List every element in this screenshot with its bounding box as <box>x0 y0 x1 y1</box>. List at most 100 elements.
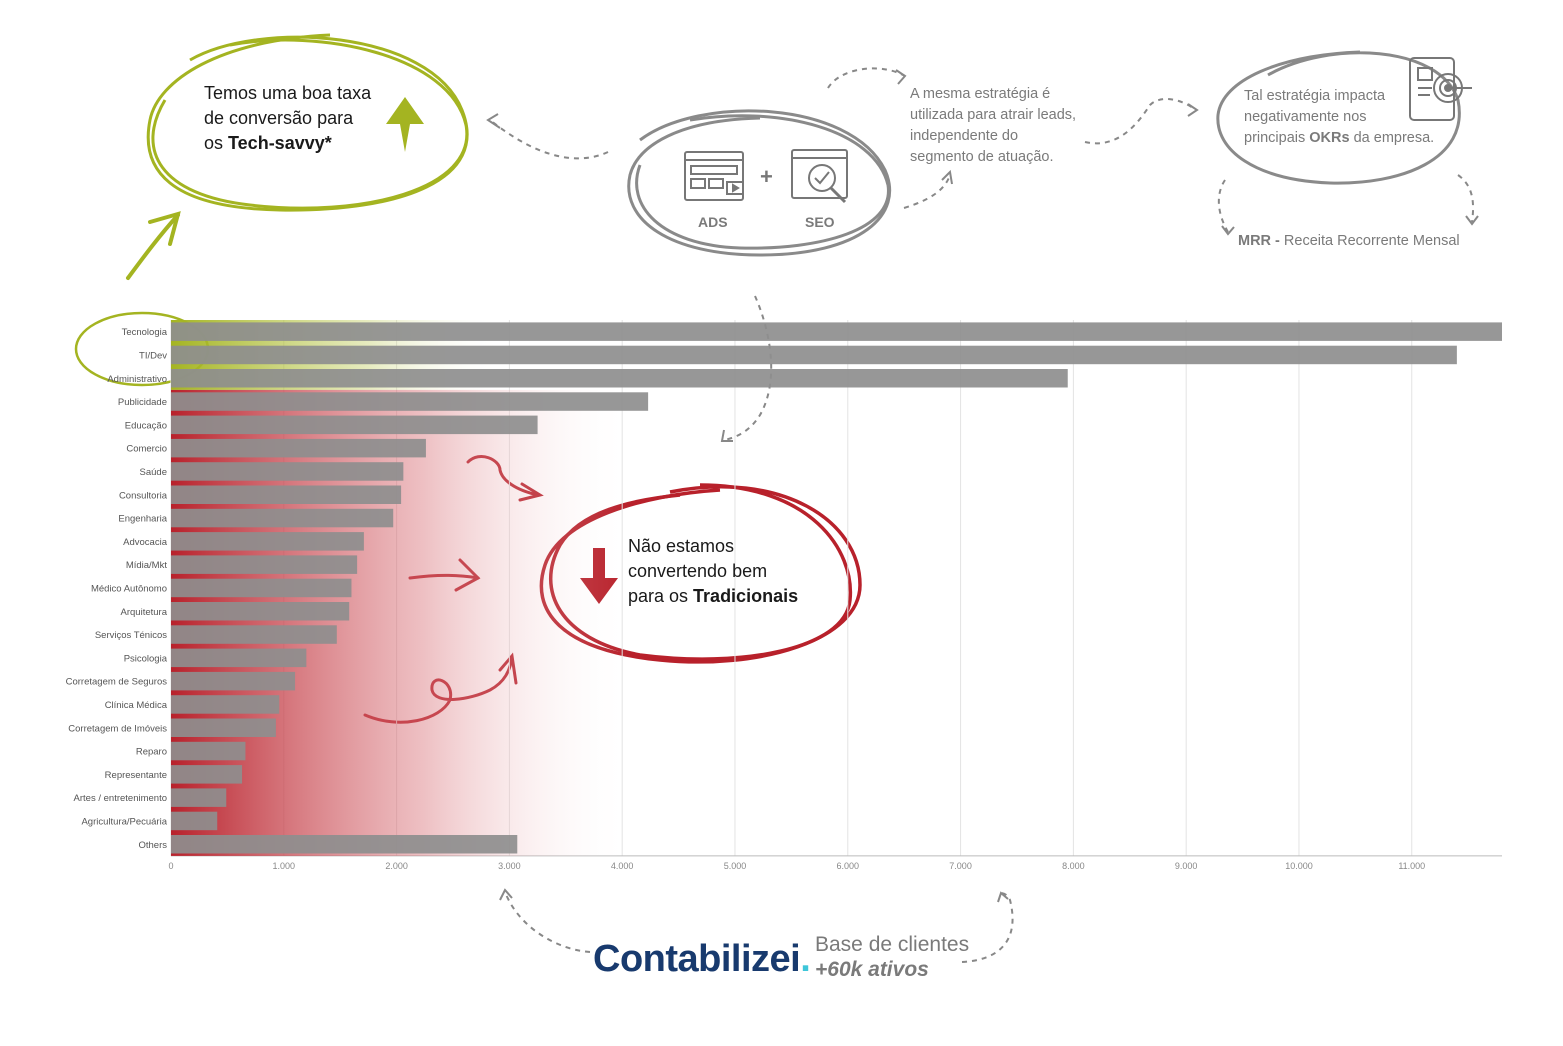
x-tick-label: 6.000 <box>837 861 860 871</box>
x-tick-label: 10.000 <box>1285 861 1313 871</box>
brand-name: Contabilizei <box>593 938 801 980</box>
okr-line2: negativamente nos <box>1244 109 1367 125</box>
strategy-line3: independente do <box>910 128 1019 144</box>
okr-bold: OKRs <box>1309 130 1350 146</box>
bar <box>171 369 1068 388</box>
tech-note-line1: Temos uma boa taxa <box>204 83 372 103</box>
bar <box>171 835 518 854</box>
okr-note: Tal estratégia impacta negativamente nos… <box>1244 86 1464 149</box>
tech-note-line3: os Tech-savvy* <box>204 131 404 156</box>
green-highlight-circle <box>146 33 469 212</box>
bar <box>171 811 218 831</box>
tech-note-line2: de conversão para <box>204 108 354 128</box>
category-label: Engenharia <box>118 514 167 525</box>
bar <box>171 508 394 528</box>
brand-logo: Contabilizei. <box>593 938 811 981</box>
brand-tagline-1: Base de clientes <box>815 933 970 956</box>
bar <box>171 438 426 458</box>
bar <box>171 671 296 691</box>
ads-seo-circle <box>627 109 892 257</box>
mrr-text: Receita Recorrente Mensal <box>1279 233 1460 249</box>
trad-note-line3: para os Tradicionais <box>628 584 828 609</box>
x-tick-label: 2.000 <box>385 861 408 871</box>
category-label: Comercio <box>126 444 167 455</box>
okr-line3: principais OKRs da empresa. <box>1244 128 1464 149</box>
category-label: Saúde <box>140 467 167 478</box>
ads-label: ADS <box>698 214 728 230</box>
category-labels: Tecnologia TI/Dev Administrativo Publicidad… <box>66 327 168 851</box>
x-tick-label: 0 <box>168 861 173 871</box>
seo-label: SEO <box>805 214 835 230</box>
trad-note-line2: convertendo bem <box>628 561 768 581</box>
category-label: Clínica Médica <box>105 700 168 711</box>
bar <box>171 765 243 784</box>
brand-dot: . <box>800 938 811 980</box>
x-tick-label: 11.000 <box>1398 861 1425 871</box>
x-tick-label: 1.000 <box>273 861 296 871</box>
green-pointer-arrow <box>126 211 181 280</box>
red-band <box>171 389 631 856</box>
trad-note-line1: Não estamos <box>628 536 735 556</box>
dashed-arrowheads <box>486 69 1479 903</box>
bar <box>171 345 1457 365</box>
x-tick-labels: 0 1.000 2.000 3.000 4.000 5.000 6.000 7.000 8.00… <box>168 861 1425 871</box>
brand-tagline-2: +60k ativos <box>815 958 929 981</box>
bar <box>171 322 1502 341</box>
bar <box>171 625 337 644</box>
category-label: Agricultura/Pecuária <box>81 816 167 827</box>
trad-note-prefix: para os <box>628 586 694 606</box>
bar <box>171 602 350 621</box>
okr-suffix: da empresa. <box>1349 130 1435 146</box>
mrr-bold: MRR - <box>1238 233 1280 249</box>
bar <box>171 392 649 411</box>
category-label: Serviços Ténicos <box>95 630 167 641</box>
x-tick-label: 5.000 <box>724 861 747 871</box>
category-label: Administrativo <box>107 374 167 385</box>
okr-line1: Tal estratégia impacta <box>1244 88 1386 104</box>
okr-circle <box>1216 50 1461 185</box>
category-label: TI/Dev <box>139 350 167 361</box>
category-label: Publicidade <box>118 397 167 408</box>
tech-note-bold: Tech-savvy* <box>228 133 332 153</box>
category-label: Representante <box>105 770 167 781</box>
tech-savvy-note: Temos uma boa taxa de conversão para os … <box>204 81 404 156</box>
x-tick-label: 8.000 <box>1062 861 1085 871</box>
x-tick-label: 4.000 <box>611 861 634 871</box>
bar <box>171 532 364 551</box>
plus-sign: + <box>760 164 773 189</box>
x-tick-label: 7.000 <box>949 861 972 871</box>
bar <box>171 648 307 668</box>
arrow-up-icon <box>386 97 424 152</box>
category-label: Reparo <box>136 747 167 758</box>
bar <box>171 485 402 504</box>
category-label: Consultoria <box>119 490 168 501</box>
bar <box>171 415 538 435</box>
strategy-line2: utilizada para atrair leads, <box>910 107 1077 123</box>
category-label: Corretagem de Imóveis <box>68 723 167 734</box>
category-label: Corretagem de Seguros <box>66 677 168 688</box>
category-label: Artes / entretenimento <box>74 793 167 804</box>
trad-note-bold: Tradicionais <box>693 586 799 606</box>
tradicionais-note: Não estamos convertendo bem para os Trad… <box>628 534 828 609</box>
bar <box>171 462 404 481</box>
bar <box>171 718 276 737</box>
strategy-line4: segmento de atuação. <box>910 149 1054 165</box>
bar <box>171 578 352 598</box>
strategy-line1: A mesma estratégia é <box>910 86 1051 102</box>
mrr-note: MRR - Receita Recorrente Mensal <box>1238 233 1460 249</box>
category-label: Others <box>138 840 167 851</box>
x-tick-label: 9.000 <box>1175 861 1198 871</box>
dashed-connectors <box>489 67 1475 963</box>
x-tick-label: 3.000 <box>498 861 521 871</box>
bar <box>171 695 280 714</box>
bar <box>171 555 358 574</box>
category-label: Tecnologia <box>122 327 168 338</box>
category-label: Arquitetura <box>121 607 168 618</box>
okr-target-icon <box>1409 57 1472 121</box>
tech-note-prefix: os <box>204 133 229 153</box>
category-label: Advocacia <box>123 537 168 548</box>
bars <box>171 322 1502 854</box>
category-label: Médico Autônomo <box>91 583 167 594</box>
bar <box>171 788 227 807</box>
